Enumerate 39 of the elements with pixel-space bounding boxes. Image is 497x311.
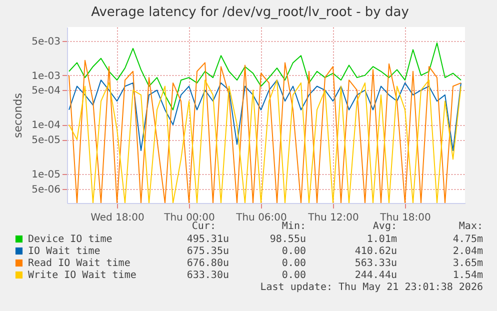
text: 633.30u <box>186 270 229 282</box>
y-tick-label: 1e-05 <box>32 170 60 181</box>
text: 4.75m <box>452 234 483 246</box>
text: 0.00 <box>282 270 306 282</box>
text: Last update: Thu May 21 23:01:38 2026 <box>260 282 483 294</box>
legend-label: Write IO Wait time <box>28 270 136 281</box>
text: Cur: <box>192 221 216 233</box>
text: Max: <box>458 221 483 233</box>
x-tick-label: Thu 12:00 <box>307 212 359 224</box>
text: Min: <box>282 221 306 233</box>
y-tick-label: 5e-03 <box>32 36 60 48</box>
text: Avg: <box>372 221 397 233</box>
y-tick-label: 5e-04 <box>32 86 60 97</box>
text: 495.31u <box>186 234 229 246</box>
text: 244.44u <box>354 270 397 282</box>
text: 0.00 <box>282 246 306 258</box>
legend-label: IO Wait time <box>28 246 100 257</box>
text: 2.04m <box>452 246 483 258</box>
y-tick-label: 5e-05 <box>32 135 60 146</box>
line-series <box>68 80 462 152</box>
text: 98.55u <box>270 234 306 246</box>
y-axis-title: seconds <box>12 92 25 138</box>
text: 675.35u <box>186 246 229 258</box>
text: 1.01m <box>366 234 397 246</box>
y-tick-label: 1e-04 <box>32 120 60 132</box>
text: 410.62u <box>354 246 397 258</box>
y-tick-label: 5e-06 <box>32 184 60 196</box>
text: 676.80u <box>186 258 229 270</box>
text: 563.33u <box>354 258 397 270</box>
chart-title: Average latency for /dev/vg_root/lv_root - by day <box>91 5 410 20</box>
text: 0.00 <box>282 258 306 270</box>
legend-label: Read IO Wait time <box>28 258 130 269</box>
legend-label: Device IO time <box>28 234 112 245</box>
x-tick-label: Wed 18:00 <box>90 212 144 224</box>
x-tick-label: Thu 18:00 <box>379 212 431 224</box>
line-series <box>68 42 462 110</box>
text: 3.65m <box>452 258 483 270</box>
text: 1.54m <box>452 270 483 282</box>
y-tick-label: 1e-03 <box>32 70 60 82</box>
